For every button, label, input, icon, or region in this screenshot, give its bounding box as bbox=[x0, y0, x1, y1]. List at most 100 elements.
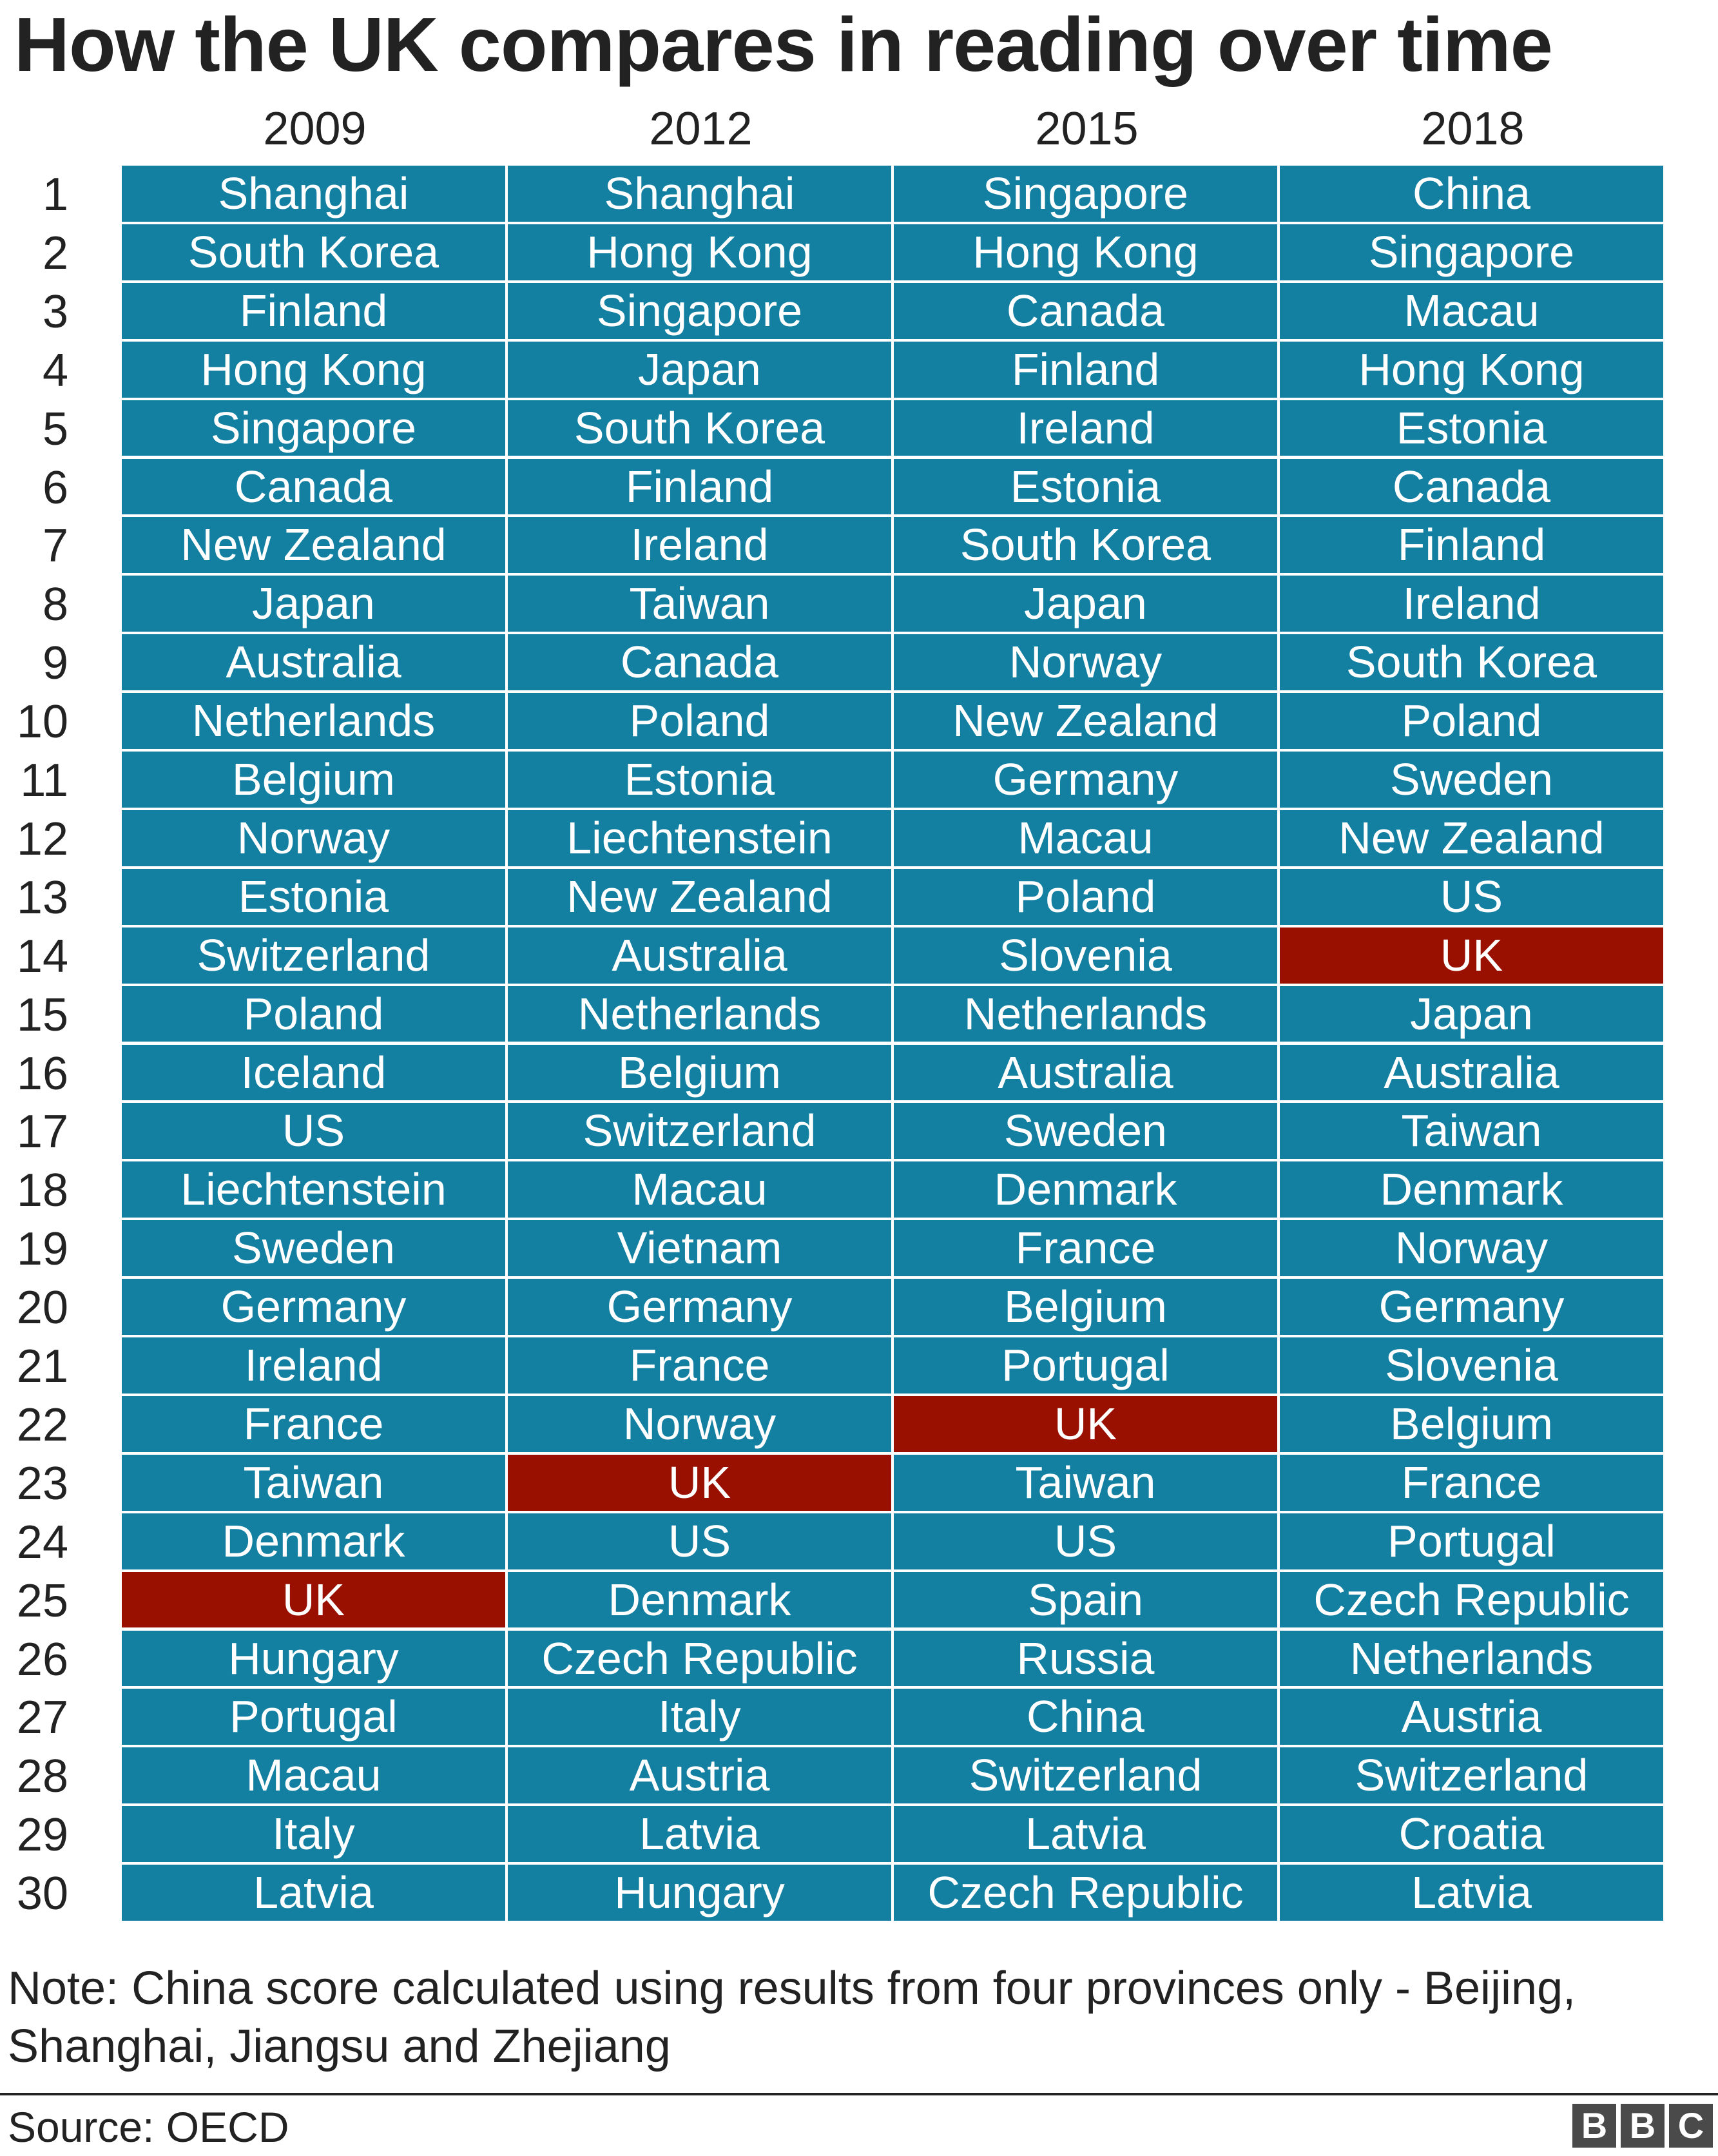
country-cell: New Zealand bbox=[122, 517, 505, 574]
country-cell: Switzerland bbox=[122, 927, 505, 984]
rank-label: 6 bbox=[42, 461, 68, 514]
country-cell: Japan bbox=[508, 341, 891, 398]
country-cell: Poland bbox=[508, 693, 891, 749]
country-cell: Singapore bbox=[508, 282, 891, 339]
country-cell: Ireland bbox=[122, 1337, 505, 1394]
country-cell: Switzerland bbox=[1280, 1747, 1663, 1804]
country-cell: Germany bbox=[894, 752, 1277, 808]
country-cell: Finland bbox=[122, 282, 505, 339]
rank-label: 15 bbox=[16, 989, 68, 1041]
country-cell: Liechtenstein bbox=[122, 1161, 505, 1218]
country-cell: Hungary bbox=[122, 1630, 505, 1687]
country-cell: Sweden bbox=[1280, 752, 1663, 808]
country-cell: Slovenia bbox=[1280, 1337, 1663, 1394]
country-cell: Germany bbox=[508, 1279, 891, 1335]
country-cell: Italy bbox=[508, 1689, 891, 1745]
chart-title: How the UK compares in reading over time bbox=[14, 2, 1553, 88]
rank-label: 8 bbox=[42, 579, 68, 631]
country-cell: Singapore bbox=[894, 166, 1277, 222]
country-cell: Portugal bbox=[122, 1689, 505, 1745]
bbc-logo: B B C bbox=[1572, 2104, 1713, 2148]
rank-label: 23 bbox=[16, 1457, 68, 1510]
country-cell: US bbox=[894, 1513, 1277, 1569]
country-cell: Belgium bbox=[122, 752, 505, 808]
country-cell: Shanghai bbox=[508, 166, 891, 222]
country-cell: Canada bbox=[122, 458, 505, 515]
country-cell: Taiwan bbox=[894, 1454, 1277, 1511]
country-cell: Belgium bbox=[894, 1279, 1277, 1335]
rank-label: 21 bbox=[16, 1341, 68, 1392]
country-cell: Hungary bbox=[508, 1865, 891, 1921]
rank-label: 24 bbox=[16, 1516, 68, 1568]
uk-highlight-cell: UK bbox=[1280, 927, 1663, 984]
country-cell: Portugal bbox=[1280, 1513, 1663, 1569]
country-cell: South Korea bbox=[122, 224, 505, 280]
country-cell: Denmark bbox=[894, 1161, 1277, 1218]
country-cell: Norway bbox=[122, 810, 505, 866]
country-cell: Ireland bbox=[508, 517, 891, 574]
country-cell: Netherlands bbox=[122, 693, 505, 749]
chart-note: Note: China score calculated using resul… bbox=[8, 1963, 1576, 2072]
country-cell: Belgium bbox=[508, 1044, 891, 1101]
uk-highlight-cell: UK bbox=[894, 1395, 1277, 1452]
uk-highlight-cell: UK bbox=[508, 1454, 891, 1511]
country-cell: Germany bbox=[122, 1279, 505, 1335]
country-cell: New Zealand bbox=[894, 693, 1277, 749]
country-cell: Sweden bbox=[122, 1220, 505, 1277]
country-cell: China bbox=[894, 1689, 1277, 1745]
country-cell: Latvia bbox=[1280, 1865, 1663, 1921]
country-cell: Australia bbox=[1280, 1044, 1663, 1101]
country-cell: Norway bbox=[894, 634, 1277, 691]
country-cell: Hong Kong bbox=[1280, 341, 1663, 398]
country-cell: Estonia bbox=[1280, 400, 1663, 456]
rank-label: 30 bbox=[16, 1868, 68, 1920]
bbc-logo-letter: B bbox=[1572, 2104, 1616, 2148]
country-cell: Croatia bbox=[1280, 1806, 1663, 1863]
country-cell: Poland bbox=[1280, 693, 1663, 749]
bbc-logo-letter: B bbox=[1621, 2104, 1665, 2148]
country-cell: France bbox=[508, 1337, 891, 1394]
country-cell: Japan bbox=[1280, 986, 1663, 1042]
country-cell: Latvia bbox=[122, 1865, 505, 1921]
country-cell: South Korea bbox=[508, 400, 891, 456]
rank-label: 3 bbox=[42, 286, 68, 338]
country-cell: Denmark bbox=[122, 1513, 505, 1569]
country-cell: Japan bbox=[122, 576, 505, 632]
country-cell: US bbox=[1280, 868, 1663, 925]
country-cell: Austria bbox=[1280, 1689, 1663, 1745]
country-cell: Czech Republic bbox=[1280, 1571, 1663, 1628]
country-cell: Canada bbox=[508, 634, 891, 691]
rank-label: 5 bbox=[42, 403, 68, 455]
rank-label: 16 bbox=[16, 1047, 68, 1100]
country-cell: Latvia bbox=[508, 1806, 891, 1863]
rank-label: 1 bbox=[42, 169, 68, 220]
country-cell: Denmark bbox=[1280, 1161, 1663, 1218]
country-cell: Norway bbox=[508, 1395, 891, 1452]
country-cell: Taiwan bbox=[1280, 1103, 1663, 1160]
country-cell: Japan bbox=[894, 576, 1277, 632]
country-cell: Canada bbox=[894, 282, 1277, 339]
country-cell: France bbox=[122, 1395, 505, 1452]
country-cell: Norway bbox=[1280, 1220, 1663, 1277]
country-cell: Denmark bbox=[508, 1571, 891, 1628]
country-cell: Russia bbox=[894, 1630, 1277, 1687]
rank-label: 22 bbox=[16, 1399, 68, 1451]
country-cell: Canada bbox=[1280, 458, 1663, 515]
column-header-year: 2009 bbox=[263, 103, 367, 155]
country-cell: Hong Kong bbox=[122, 341, 505, 398]
country-cell: Hong Kong bbox=[894, 224, 1277, 280]
country-cell: US bbox=[122, 1103, 505, 1160]
country-cell: Australia bbox=[508, 927, 891, 984]
country-cell: Liechtenstein bbox=[508, 810, 891, 866]
rank-label: 26 bbox=[16, 1633, 68, 1685]
country-cell: Ireland bbox=[1280, 576, 1663, 632]
country-cell: Netherlands bbox=[1280, 1630, 1663, 1687]
country-cell: Italy bbox=[122, 1806, 505, 1863]
country-cell: Finland bbox=[508, 458, 891, 515]
country-cell: Shanghai bbox=[122, 166, 505, 222]
rank-label: 18 bbox=[16, 1165, 68, 1217]
country-cell: Czech Republic bbox=[508, 1630, 891, 1687]
rank-label: 13 bbox=[16, 871, 68, 924]
country-cell: Taiwan bbox=[508, 576, 891, 632]
country-cell: France bbox=[894, 1220, 1277, 1277]
